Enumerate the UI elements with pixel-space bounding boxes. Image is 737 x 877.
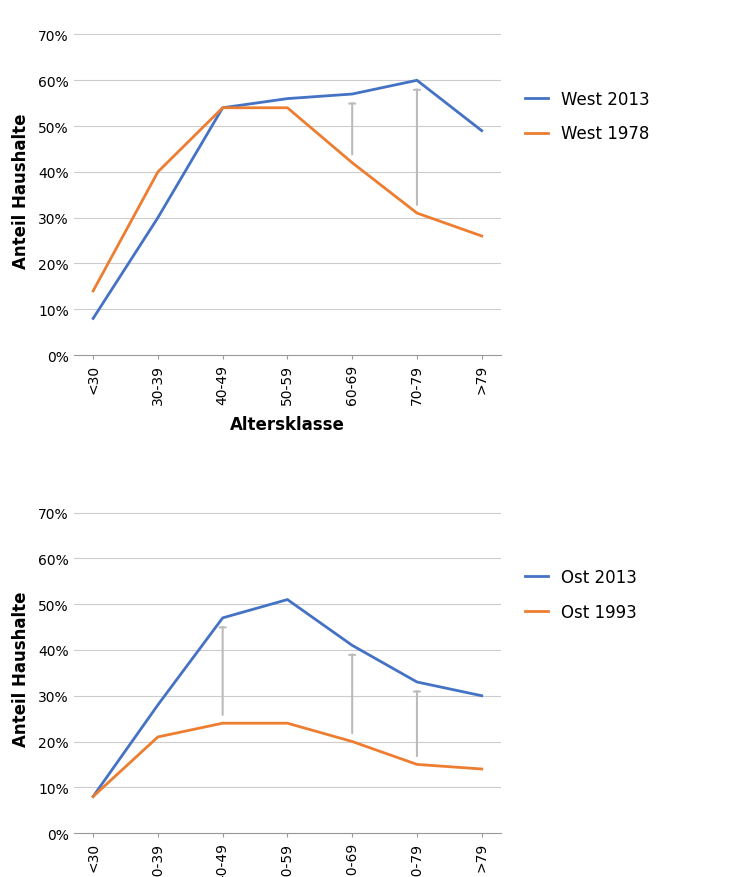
Y-axis label: Anteil Haushalte: Anteil Haushalte: [12, 591, 29, 746]
Y-axis label: Anteil Haushalte: Anteil Haushalte: [12, 113, 29, 268]
Legend: West 2013, West 1978: West 2013, West 1978: [518, 84, 657, 150]
Legend: Ost 2013, Ost 1993: Ost 2013, Ost 1993: [518, 561, 644, 627]
X-axis label: Altersklasse: Altersklasse: [230, 416, 345, 434]
